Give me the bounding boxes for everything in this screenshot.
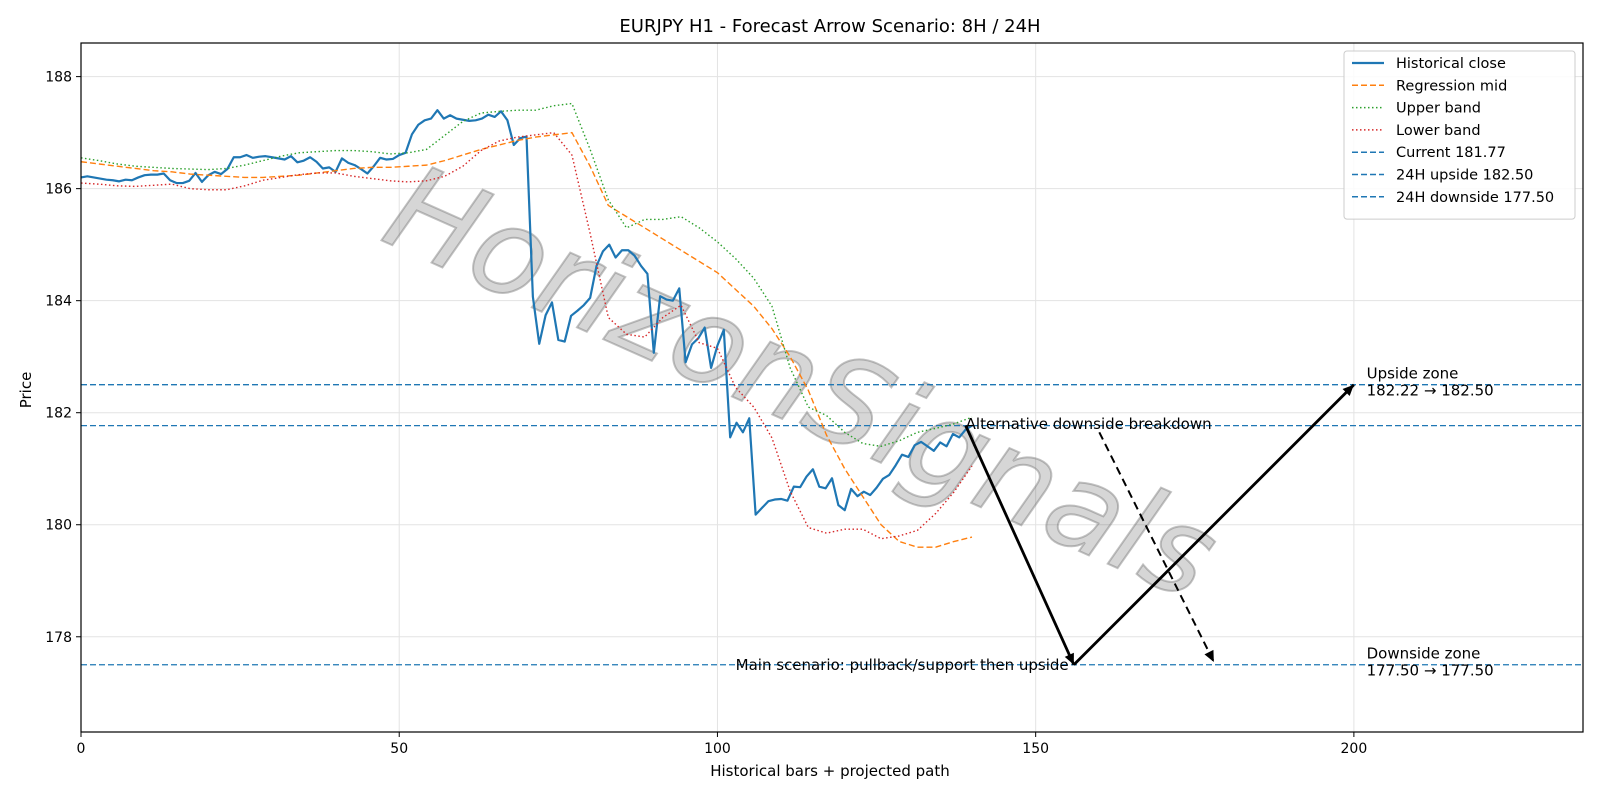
x-tick-label: 100 [704, 741, 731, 757]
y-tick-label: 182 [45, 406, 72, 422]
series-line [80, 131, 973, 540]
series-line [80, 102, 973, 448]
scenario-arrow [964, 425, 1076, 666]
axis-ticks: 0 50 100 150 200 178 180 182 184 186 188 [45, 70, 1367, 757]
annotation-label: 177.50 → 177.50 [1367, 661, 1494, 679]
arrow-shaft [1072, 383, 1355, 666]
arrow-head [1064, 652, 1074, 665]
legend-label: Current 181.77 [1396, 145, 1506, 161]
arrow-head [1204, 649, 1214, 662]
legend: Historical close Regression mid Upper band… [1343, 50, 1576, 220]
x-axis-label: Historical bars + projected path [710, 762, 950, 780]
legend-label: Lower band [1396, 123, 1481, 139]
scenario-arrows [964, 383, 1355, 666]
legend-label: Regression mid [1396, 78, 1507, 94]
chart-title: EURJPY H1 - Forecast Arrow Scenario: 8H … [619, 16, 1040, 37]
annotation-label: 182.22 → 182.50 [1367, 381, 1494, 399]
legend-box [1343, 50, 1576, 220]
grid [80, 43, 1583, 732]
annotation-label: Downside zone [1367, 645, 1481, 663]
annotations: Alternative downside breakdown Main scena… [736, 364, 1494, 679]
arrow-shaft [964, 425, 1076, 666]
scenario-arrow [1098, 431, 1215, 663]
annotation-label: Main scenario: pullback/support then ups… [736, 656, 1069, 674]
series-lines [80, 102, 973, 548]
x-tick-label: 0 [77, 741, 86, 757]
annotation-label: Upside zone [1367, 364, 1459, 382]
reference-lines [81, 384, 1583, 666]
legend-label: 24H upside 182.50 [1396, 168, 1533, 184]
legend-label: 24H downside 177.50 [1396, 190, 1554, 206]
x-tick-label: 150 [1022, 741, 1049, 757]
y-tick-label: 180 [45, 518, 72, 534]
series-line [80, 131, 973, 548]
arrow-shaft [1098, 431, 1215, 663]
y-tick-label: 188 [45, 70, 72, 86]
y-axis-label: Price [17, 372, 35, 409]
y-tick-label: 178 [45, 630, 72, 646]
x-tick-label: 50 [390, 741, 408, 757]
x-tick-label: 200 [1341, 741, 1368, 757]
plot-frame [80, 42, 1584, 733]
legend-label: Historical close [1396, 56, 1506, 72]
arrow-head [1342, 384, 1354, 397]
y-tick-label: 186 [45, 182, 72, 198]
annotation-label: Alternative downside breakdown [966, 415, 1212, 433]
legend-label: Upper band [1396, 101, 1481, 117]
scenario-arrow [1072, 383, 1355, 666]
y-tick-label: 184 [45, 294, 72, 310]
